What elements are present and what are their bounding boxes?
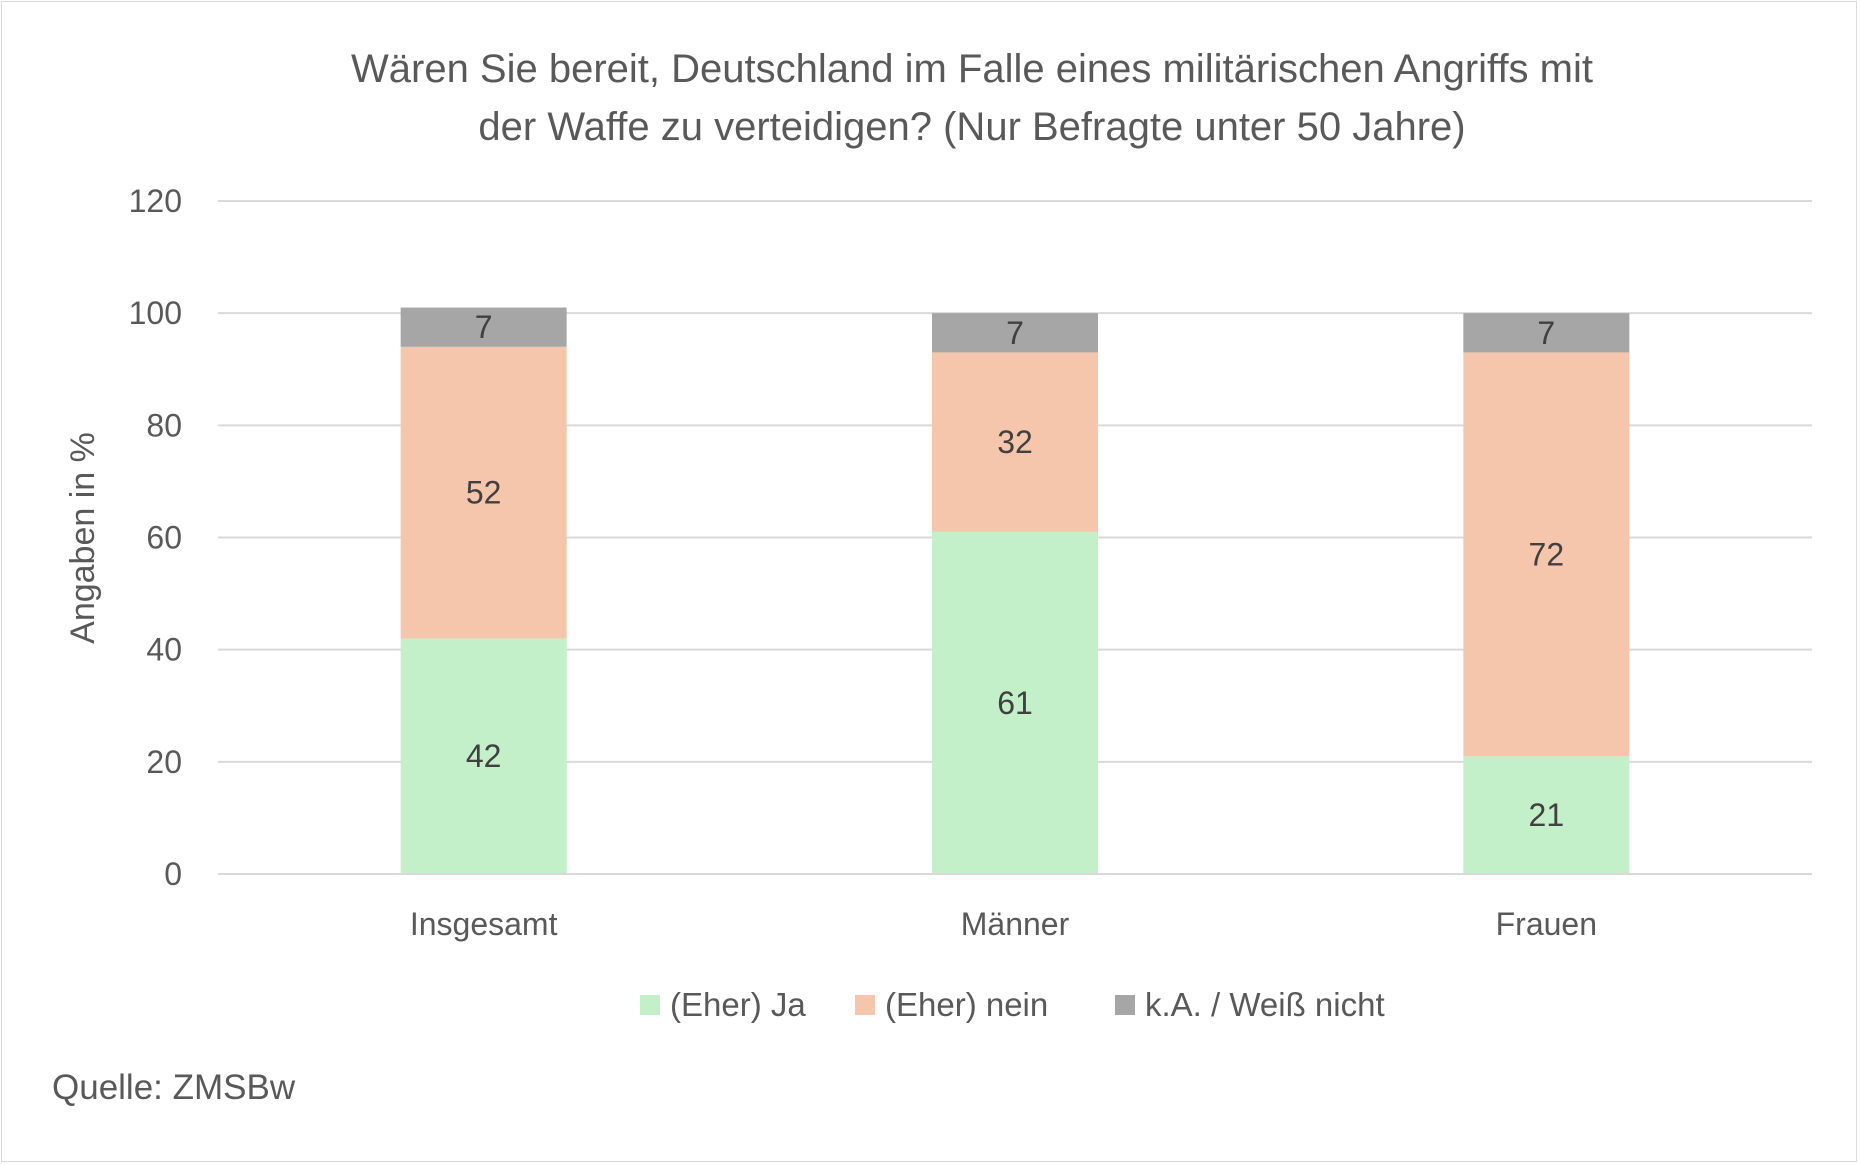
bar-insgesamt-eher-nein: [400, 346, 567, 639]
data-label-frauen-k-a-wei-nicht: 7: [1537, 315, 1555, 351]
y-tick-label-0: 0: [164, 856, 182, 892]
bar-m-nner-eher-ja: [932, 531, 1098, 874]
legend-label-eher-ja: (Eher) Ja: [670, 986, 806, 1023]
bar-m-nner-k-a-wei-nicht: [932, 313, 1098, 353]
y-tick-label-80: 80: [146, 407, 182, 443]
y-tick-label-60: 60: [146, 520, 182, 556]
x-axis-ticks: Insgesamt Männer Frauen: [410, 906, 1597, 942]
legend: (Eher) Ja (Eher) nein k.A. / Weiß nicht: [640, 986, 1385, 1023]
data-label-m-nner-k-a-wei-nicht: 7: [1006, 315, 1024, 351]
data-labels: 42 52 7 61 32 7 21 72 7: [466, 309, 1564, 833]
source-note: Quelle: ZMSBw: [52, 1068, 296, 1107]
bar-frauen-eher-nein: [1463, 352, 1630, 757]
bar-insgesamt-k-a-wei-nicht: [400, 307, 567, 347]
data-label-frauen-eher-nein: 72: [1529, 536, 1565, 572]
x-tick-label-m-nner: Männer: [961, 906, 1070, 942]
data-label-frauen-eher-ja: 21: [1529, 797, 1565, 833]
data-label-m-nner-eher-ja: 61: [997, 685, 1033, 721]
y-tick-label-40: 40: [146, 632, 182, 668]
data-label-insgesamt-eher-nein: 52: [466, 475, 502, 511]
legend-swatch-k-a-wei-nicht: [1115, 995, 1135, 1015]
x-tick-label-insgesamt: Insgesamt: [410, 906, 558, 942]
legend-swatch-eher-ja: [640, 995, 660, 1015]
data-label-insgesamt-eher-ja: 42: [466, 738, 502, 774]
bar-frauen-eher-ja: [1463, 756, 1630, 874]
y-tick-label-120: 120: [129, 183, 182, 219]
data-label-insgesamt-k-a-wei-nicht: 7: [475, 309, 493, 345]
legend-label-eher-nein: (Eher) nein: [885, 986, 1048, 1023]
bar-insgesamt-eher-ja: [400, 638, 567, 874]
y-axis-title: Angaben in %: [64, 432, 102, 644]
bars: [400, 307, 1630, 874]
legend-swatch-eher-nein: [855, 995, 875, 1015]
bar-frauen-k-a-wei-nicht: [1463, 313, 1630, 353]
y-tick-label-20: 20: [146, 744, 182, 780]
bar-m-nner-eher-nein: [932, 352, 1098, 532]
y-tick-label-100: 100: [129, 295, 182, 331]
chart-title-line-1: Wären Sie bereit, Deutschland im Falle e…: [351, 47, 1593, 91]
chart-title-line-2: der Waffe zu verteidigen? (Nur Befragte …: [478, 105, 1465, 149]
y-axis-ticks: 0 20 40 60 80 100 120: [129, 183, 182, 892]
legend-label-k-a-wei-nicht: k.A. / Weiß nicht: [1145, 986, 1385, 1023]
data-label-m-nner-eher-nein: 32: [997, 424, 1033, 460]
x-tick-label-frauen: Frauen: [1496, 906, 1597, 942]
